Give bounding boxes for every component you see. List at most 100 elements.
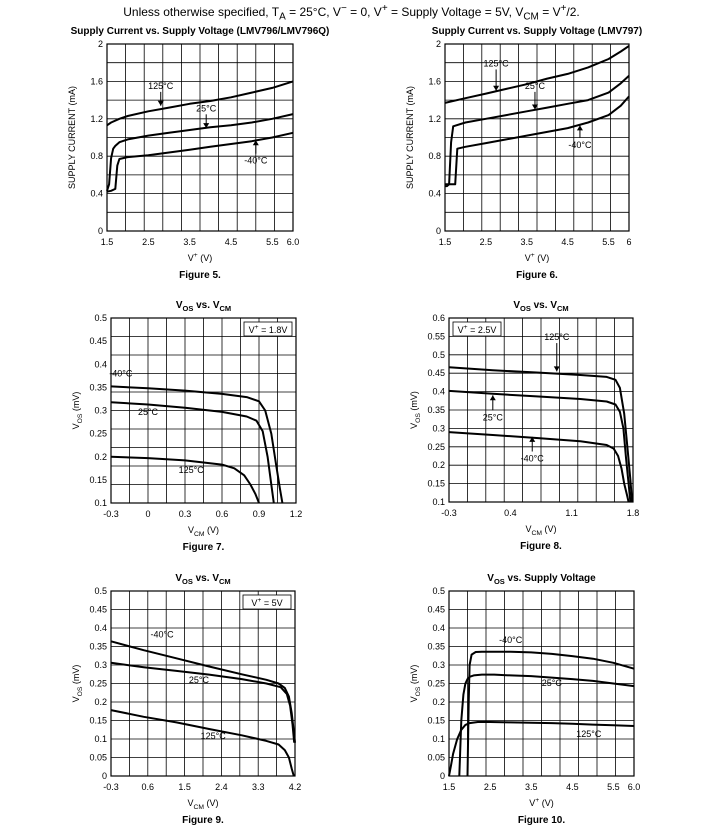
x-tick-label: 4.5	[566, 782, 579, 792]
y-tick-label: 2	[98, 39, 103, 49]
x-axis-label: VCM (V)	[188, 525, 219, 538]
x-tick-label: 1.5	[443, 782, 456, 792]
x-tick-label: 1.5	[439, 237, 452, 247]
chart-2: 0 0.4 0.8 1.2 1.6 2 1.5 2.5 3.5 4.5 5.5 6 125°C 25°C -…	[405, 26, 642, 281]
series-line-25-c	[458, 673, 635, 777]
x-tick-label: 2.5	[142, 237, 155, 247]
y-tick-label: 0.2	[432, 697, 445, 707]
annotation-label: -40°C	[499, 635, 523, 645]
x-tick-label: 0.6	[142, 782, 155, 792]
y-tick-label: 0.35	[427, 405, 445, 415]
series-line-125-c	[448, 366, 634, 503]
condition-label: V+ = 5V	[251, 597, 282, 608]
chart-4: 0.1 0.15 0.2 0.25 0.3 0.35 0.4 0.45 0.5 0.55 0.6 -0…	[409, 300, 639, 552]
y-tick-label: 0.2	[432, 460, 445, 470]
x-tick-label: -0.3	[441, 508, 457, 518]
header-text-1: Unless otherwise specified, T	[123, 5, 280, 19]
annotation-label: 125°C	[484, 58, 510, 68]
x-tick-label: 1.8	[627, 508, 640, 518]
series-line-125-c	[110, 455, 260, 504]
condition-box	[452, 321, 502, 337]
annotation-label: -40°C	[244, 156, 268, 166]
y-tick-label: 0.25	[89, 429, 107, 439]
y-tick-label: 0.35	[89, 382, 107, 392]
x-tick-label: 3.5	[525, 782, 538, 792]
annotation-label: 25°C	[525, 81, 546, 91]
chart-title: Supply Current vs. Supply Voltage (LMV79…	[432, 26, 642, 37]
annotation-label: 125°C	[179, 465, 205, 475]
y-tick-label: 0.2	[94, 452, 107, 462]
series-line-125-c	[106, 80, 294, 127]
annotation-arrow-head	[493, 85, 500, 91]
chart-6: 0 0.05 0.1 0.15 0.2 0.25 0.3 0.35 0.4 0.45 0.5 1.5 2…	[409, 573, 640, 826]
y-tick-label: 0.5	[432, 350, 445, 360]
y-tick-label: 2	[436, 39, 441, 49]
annotation-label: 25°C	[189, 675, 210, 685]
header-sub-cm: CM	[523, 11, 539, 23]
y-tick-label: 0.4	[90, 189, 103, 199]
x-tick-label: 0.3	[179, 509, 192, 519]
header-text-4: = Supply Voltage = 5V, V	[387, 5, 524, 19]
series-line-125-c	[110, 709, 295, 777]
chart-3: 0.1 0.15 0.2 0.25 0.3 0.35 0.4 0.45 0.5 -0.3 0 0.3 0…	[71, 300, 302, 553]
annotation-label: -40°C	[109, 369, 133, 379]
x-tick-label: 1.5	[178, 782, 191, 792]
y-tick-label: 0.1	[94, 498, 107, 508]
series-line-125-c	[448, 721, 635, 777]
y-tick-label: 0	[440, 771, 445, 781]
y-tick-label: 0.5	[94, 313, 107, 323]
chart-1: 0 0.4 0.8 1.2 1.6 2 1.5 2.5 3.5 4.5 5.5 6.0 125°C 25°…	[67, 26, 329, 281]
y-tick-label: 0.45	[427, 605, 445, 615]
annotation-label: 25°C	[138, 407, 159, 417]
condition-label: V+ = 1.8V	[249, 324, 288, 335]
y-tick-label: 0.3	[432, 423, 445, 433]
y-tick-label: 0.2	[94, 697, 107, 707]
plot-frame	[448, 590, 635, 777]
annotation-label: 25°C	[542, 678, 563, 688]
x-tick-label: 2.5	[484, 782, 497, 792]
y-tick-label: 0.15	[89, 475, 107, 485]
x-tick-label: 0.6	[216, 509, 229, 519]
x-tick-label: 1.1	[565, 508, 578, 518]
y-tick-label: 0.35	[89, 642, 107, 652]
y-tick-label: 0	[102, 771, 107, 781]
y-tick-label: 0.05	[427, 753, 445, 763]
annotation-label: -40°C	[568, 140, 592, 150]
y-tick-label: 0.15	[427, 479, 445, 489]
annotation-arrow-head	[489, 395, 496, 401]
y-tick-label: 0.5	[94, 586, 107, 596]
chart-title: Supply Current vs. Supply Voltage (LMV79…	[71, 26, 330, 37]
header-sup-plus-2: +	[560, 3, 567, 14]
header-text-6: /2.	[566, 5, 580, 19]
x-tick-label: 2.5	[480, 237, 493, 247]
series-line-40-c	[466, 650, 635, 777]
condition-label: V+ = 2.5V	[458, 324, 497, 335]
y-tick-label: 0.55	[427, 331, 445, 341]
header-sup-plus: +	[381, 3, 388, 14]
header-text-2: = 25°C, V	[285, 5, 341, 19]
annotation-label: 125°C	[148, 81, 174, 91]
annotation-label: 25°C	[483, 412, 504, 422]
header-text-5: = V	[538, 5, 561, 19]
x-axis-label: VCM (V)	[187, 798, 218, 811]
x-tick-label: 3.5	[183, 237, 196, 247]
page-header: Unless otherwise specified, TA = 25°C, V…	[0, 3, 703, 22]
x-tick-label: 5.5	[607, 782, 620, 792]
x-axis-label: VCM (V)	[525, 524, 556, 537]
chart-title: VOS vs. VCM	[175, 573, 230, 586]
y-tick-label: 0.3	[432, 660, 445, 670]
x-tick-label: 4.5	[225, 237, 238, 247]
y-tick-label: 0.8	[90, 151, 103, 161]
y-tick-label: 0	[98, 226, 103, 236]
y-tick-label: 0.4	[432, 623, 445, 633]
plot-frame	[110, 590, 296, 777]
y-axis-label: VOS (mV)	[409, 391, 422, 429]
chart-title: VOS vs. Supply Voltage	[487, 573, 596, 586]
annotation-label: 125°C	[201, 731, 227, 741]
y-tick-label: 0.45	[89, 336, 107, 346]
series-line-25-c	[448, 389, 632, 503]
annotation-arrow-head	[553, 366, 560, 372]
plot-frame	[444, 43, 630, 232]
x-tick-label: 3.3	[252, 782, 265, 792]
